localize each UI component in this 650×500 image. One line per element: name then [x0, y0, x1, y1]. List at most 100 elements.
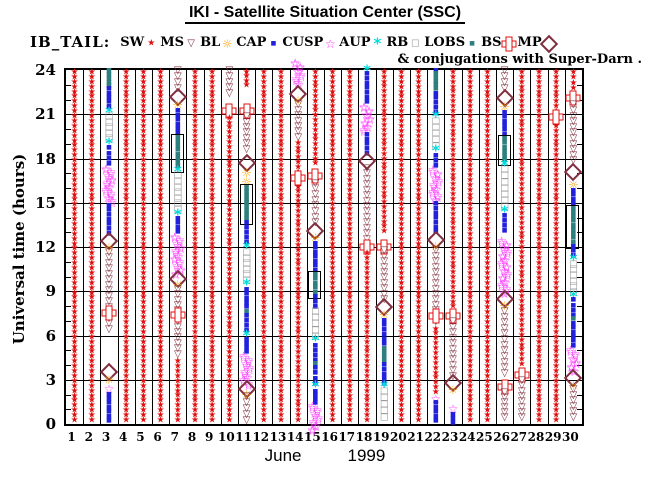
sw-symbol: ★ [122, 273, 131, 284]
cap-symbol: ■ [432, 200, 439, 208]
left-minor-tick [66, 143, 71, 145]
sw-symbol: ★ [414, 77, 423, 88]
sw-symbol: ★ [70, 395, 79, 406]
sw-symbol: ★ [156, 126, 165, 137]
sw-symbol: ★ [122, 253, 131, 264]
sw-symbol: ★ [397, 126, 406, 137]
sw-symbol: ★ [448, 155, 458, 166]
bl-symbol: ☼ [378, 307, 390, 322]
sw-symbol: ★ [259, 351, 268, 362]
cap-symbol: ■ [432, 204, 439, 212]
cap-symbol: ■ [243, 317, 250, 325]
sw-symbol: ★ [345, 87, 354, 98]
sw-symbol: ★ [70, 283, 79, 294]
sw-symbol: ★ [139, 273, 148, 284]
sw-symbol: ★ [139, 87, 148, 98]
sw-symbol: ★ [483, 337, 492, 348]
cusp-symbol: ☆ [101, 176, 113, 191]
cusp-symbol: ☆ [362, 121, 374, 136]
sw-symbol: ★ [328, 175, 337, 186]
sw-symbol: ★ [208, 194, 217, 205]
sw-symbol: ★ [362, 405, 372, 416]
sw-symbol: ★ [294, 337, 303, 348]
sw-symbol: ★ [225, 176, 234, 187]
cap-symbol: ■ [106, 85, 112, 93]
sw-symbol: ★ [466, 234, 475, 245]
lobs-symbol: ■ [174, 159, 181, 167]
sw-symbol: ★ [431, 348, 440, 359]
sw-symbol: ★ [156, 214, 165, 225]
sw-symbol: ★ [225, 293, 234, 304]
sw-symbol: ★ [122, 351, 131, 362]
sw-symbol: ★ [208, 214, 217, 225]
sw-symbol: ★ [87, 67, 96, 78]
legend-note: & conjugations with Super-Darn . [397, 52, 643, 67]
sw-symbol: ★ [208, 332, 217, 343]
cusp-symbol: ☆ [175, 240, 187, 255]
sw-symbol: ★ [362, 327, 372, 338]
sw-symbol: ★ [122, 185, 131, 196]
sw-symbol: ★ [259, 312, 268, 323]
sw-symbol: ★ [328, 82, 337, 93]
sw-symbol: ★ [156, 190, 165, 201]
sw-symbol: ★ [466, 126, 475, 137]
cusp-symbol: ☆ [499, 274, 510, 289]
cusp-symbol: ☆ [311, 420, 322, 435]
ms-symbol: ▽ [363, 222, 371, 234]
sw-symbol: ★ [139, 214, 148, 225]
sw-symbol: ★ [414, 376, 423, 387]
sw-symbol: ★ [345, 297, 354, 308]
sw-symbol: ★ [87, 126, 96, 137]
sw-symbol: ★ [208, 288, 217, 299]
sw-symbol: ★ [87, 361, 96, 372]
sw-symbol: ★ [483, 96, 492, 107]
sw-symbol: ★ [397, 297, 406, 308]
cusp-symbol: ☆ [172, 260, 184, 275]
legend-item-sw: SW ★ [120, 34, 159, 50]
bl-symbol: ☼ [241, 166, 252, 181]
sw-symbol: ★ [483, 126, 492, 137]
sw-symbol: ★ [156, 116, 165, 127]
bs-cross-bar [552, 109, 560, 125]
sw-symbol: ★ [483, 258, 492, 269]
sw-symbol: ★ [122, 214, 131, 225]
cusp-symbol: ☆ [291, 63, 303, 78]
sw-symbol: ★ [397, 121, 406, 132]
sw-symbol: ★ [483, 77, 492, 88]
sw-symbol: ★ [190, 101, 200, 112]
lobs-symbol: ■ [381, 356, 388, 364]
sw-symbol: ★ [483, 243, 492, 254]
sw-symbol: ★ [294, 216, 303, 227]
sw-symbol: ★ [122, 111, 131, 122]
sw-symbol: ★ [276, 209, 286, 220]
sw-symbol: ★ [483, 150, 492, 161]
sw-symbol: ★ [208, 101, 217, 112]
sw-symbol: ★ [328, 170, 337, 181]
sw-symbol: ★ [156, 248, 165, 259]
sw-symbol: ★ [345, 190, 354, 201]
cusp-symbol: ☆ [292, 76, 304, 91]
sw-symbol: ★ [87, 209, 96, 220]
sw-symbol: ★ [208, 126, 217, 137]
sw-symbol: ★ [362, 351, 372, 362]
sw-symbol: ★ [311, 158, 320, 169]
legend-item-mp: MP [518, 34, 558, 54]
sw-symbol: ★ [259, 346, 268, 357]
sw-symbol: ★ [483, 136, 492, 147]
ms-symbol: ▽ [500, 339, 509, 351]
sw-symbol: ★ [397, 332, 406, 343]
sw-symbol: ★ [208, 342, 217, 352]
y-tick-label: 12 [35, 238, 56, 256]
sw-symbol: ★ [448, 145, 458, 156]
sw-symbol: ★ [448, 130, 458, 141]
sw-symbol: ★ [139, 131, 148, 142]
sw-symbol: ★ [87, 150, 96, 161]
sw-symbol: ★ [87, 346, 96, 357]
cap-symbol: ■ [381, 365, 388, 373]
sw-symbol: ★ [70, 400, 79, 411]
sw-symbol: ★ [190, 165, 200, 176]
sw-symbol: ★ [466, 77, 475, 88]
sw-symbol: ★ [156, 239, 165, 250]
sw-symbol: ★ [139, 361, 148, 372]
sw-symbol: ★ [483, 194, 492, 205]
